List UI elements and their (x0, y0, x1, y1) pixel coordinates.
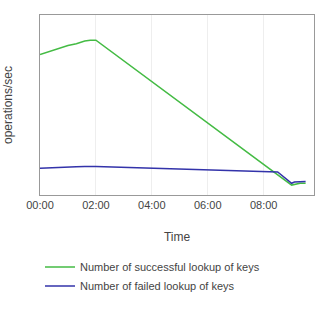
svg-text:06:00: 06:00 (194, 199, 222, 211)
svg-text:00:00: 00:00 (26, 199, 54, 211)
svg-text:02:00: 02:00 (82, 199, 110, 211)
svg-text:Number of successful lookup of: Number of successful lookup of keys (80, 261, 260, 273)
svg-text:operations/sec: operations/sec (1, 66, 15, 144)
svg-text:Number of failed lookup of key: Number of failed lookup of keys (80, 280, 235, 292)
svg-text:08:00: 08:00 (250, 199, 278, 211)
svg-text:Time: Time (164, 230, 191, 244)
svg-text:04:00: 04:00 (138, 199, 166, 211)
